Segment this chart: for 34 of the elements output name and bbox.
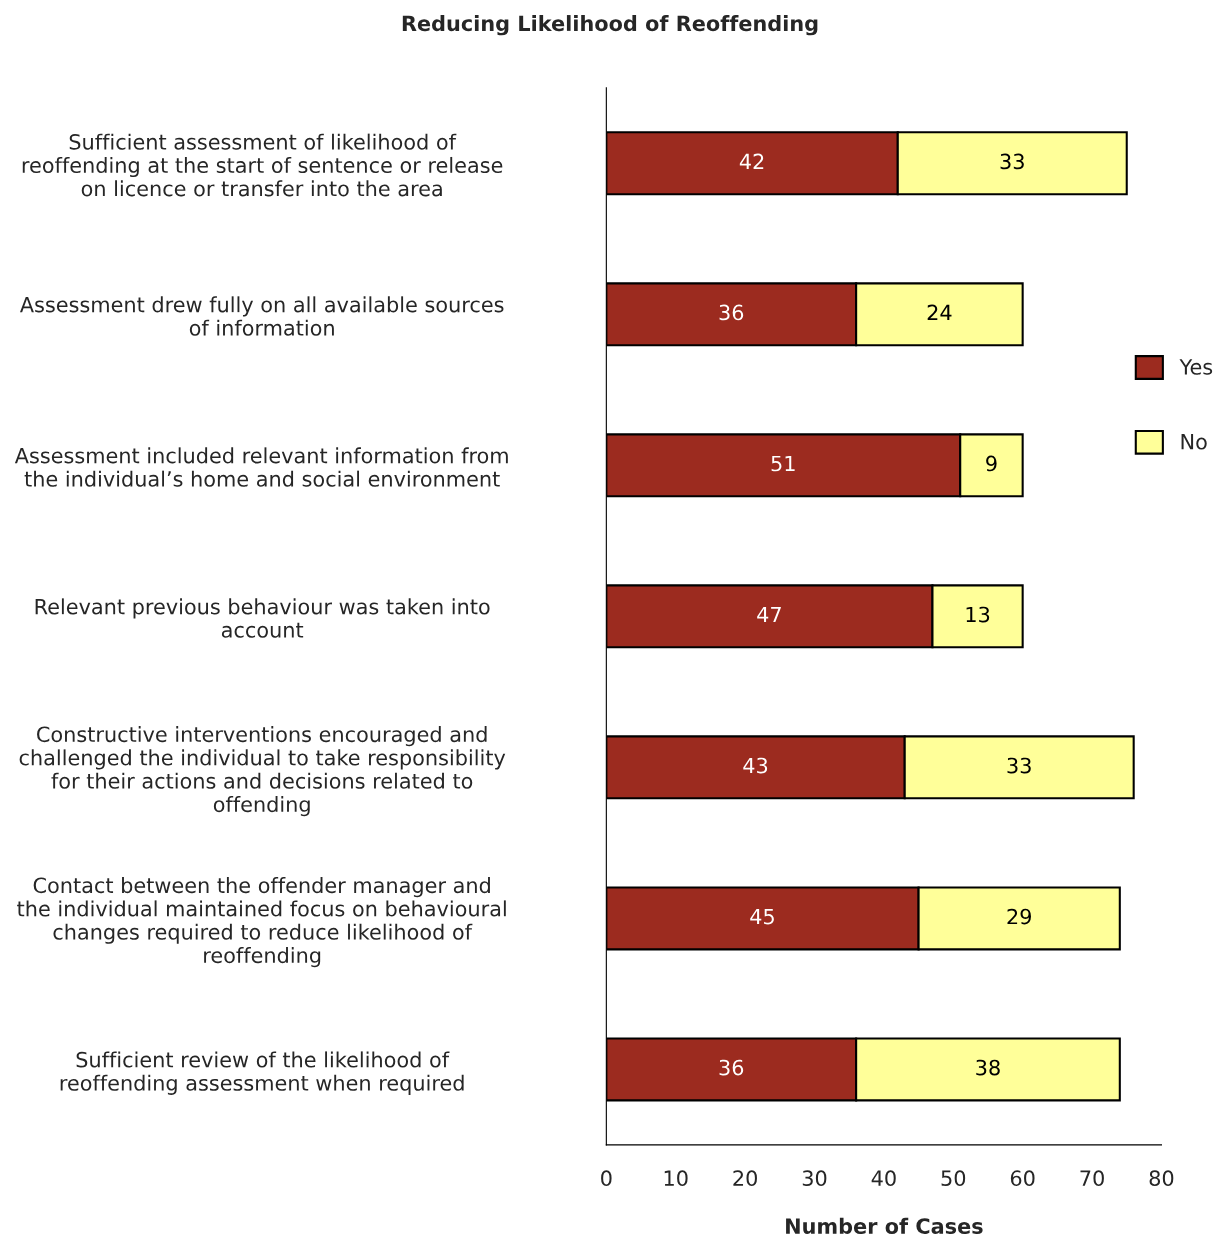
data-label: 9 [986, 455, 997, 472]
data-label: 51 [771, 455, 795, 472]
data-label: 24 [927, 304, 952, 321]
x-tick-label: 10 [664, 1170, 688, 1187]
y-tick-label: Assessment drew fully on all available sources of information [19, 296, 504, 336]
data-label: 33 [1007, 757, 1031, 774]
y-tick-label: Relevant previous behaviour was taken into account [35, 598, 490, 638]
data-label: 43 [743, 757, 768, 774]
data-label: 33 [1000, 153, 1024, 170]
x-tick-label: 20 [733, 1170, 757, 1187]
data-label: 36 [719, 304, 744, 321]
chart-title: Reducing Likelihood of Reoffending [402, 15, 818, 36]
data-label: 38 [976, 1059, 1000, 1076]
x-tick-label: 80 [1149, 1170, 1174, 1187]
x-tick-label: 60 [1010, 1170, 1035, 1187]
data-label: 36 [719, 1059, 744, 1076]
x-tick-label: 40 [871, 1170, 896, 1187]
y-tick-label: Sufficient assessment of likelihood of reoffending at the start of sentence or release on licence or transfer into the area [22, 133, 503, 197]
x-tick-label: 30 [802, 1170, 827, 1187]
data-label: 29 [1007, 908, 1031, 925]
data-label: 42 [739, 153, 764, 170]
data-label: 13 [966, 606, 990, 623]
data-label: 47 [757, 606, 781, 623]
y-tick-label: Assessment included relevant information from the individual’s home and social environment [14, 447, 508, 487]
y-tick-label: Sufficient review of the likelihood of reoffending assessment when required [60, 1051, 464, 1095]
x-tick-label: 70 [1080, 1170, 1104, 1187]
data-label: 45 [750, 908, 774, 925]
x-axis-title: Number of Cases [786, 1217, 983, 1234]
y-tick-label: Contact between the offender manager and the individual maintained focus on behavioural changes required to reduce likelihood of reoffending [17, 877, 506, 968]
legend-label: Yes [1179, 359, 1213, 375]
y-tick-label: Constructive interventions encouraged and challenged the individual to take responsibility for their actions and decisions related to offending [19, 726, 506, 817]
x-tick-label: 50 [941, 1170, 966, 1187]
x-tick-label: 0 [601, 1170, 612, 1187]
legend-label: No [1181, 434, 1207, 450]
